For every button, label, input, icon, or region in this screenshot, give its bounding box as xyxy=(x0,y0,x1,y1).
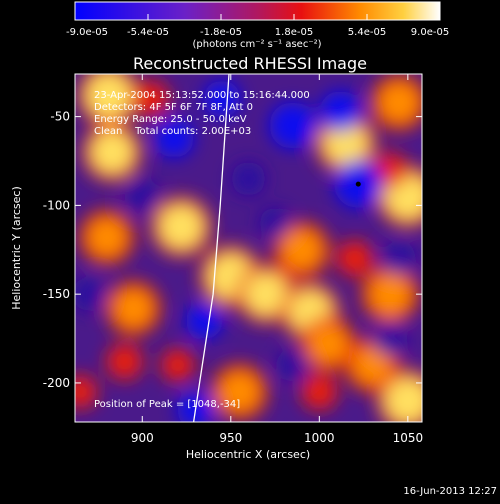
heatmap-blob xyxy=(381,241,416,276)
heatmap-blob xyxy=(231,161,266,196)
colorbar-tick-label: 9.0e-05 xyxy=(411,27,449,38)
colorbar-tick-label: 1.8e-05 xyxy=(275,27,313,38)
peak-position-label: Position of Peak = [1048,-34] xyxy=(94,399,240,410)
x-tick-label: 950 xyxy=(219,431,242,445)
heatmap-blob xyxy=(269,102,317,149)
heatmap-blob xyxy=(90,130,135,175)
heatmap-blob xyxy=(323,120,369,166)
annotation-time-range: 23-Apr-2004 15:13:52.000 to 15:16:44.000 xyxy=(94,90,310,101)
footer-date: 16-Jun-2013 12:27 xyxy=(403,486,497,497)
colorbar-tick-label: -9.0e-05 xyxy=(66,27,108,38)
heatmap-blob xyxy=(87,217,127,258)
colorbar-tick-label: 5.4e-05 xyxy=(348,27,386,38)
peak-marker xyxy=(355,181,361,187)
y-axis-label: Heliocentric Y (arcsec) xyxy=(10,186,23,310)
heatmap-blob xyxy=(378,81,420,123)
x-tick-label: 1050 xyxy=(393,431,424,445)
heatmap-blob xyxy=(372,320,408,357)
colorbar-units-label: (photons cm⁻² s⁻¹ asec⁻²) xyxy=(192,39,321,50)
y-tick-label: -200 xyxy=(43,376,70,390)
colorbar-tick-label: -5.4e-05 xyxy=(127,27,169,38)
colorbar xyxy=(75,2,440,20)
heatmap-blob xyxy=(352,345,393,385)
x-tick-label: 900 xyxy=(131,431,154,445)
heatmap-blob xyxy=(320,90,362,132)
heatmap-blob xyxy=(160,348,195,383)
x-axis: 900 950 1000 1050 xyxy=(131,74,423,445)
heatmap-blob xyxy=(124,178,160,215)
colorbar-ticks: -9.0e-05 -5.4e-05 -1.8e-05 1.8e-05 5.4e-05 9.… xyxy=(66,14,449,38)
heatmap-blob xyxy=(154,118,194,158)
annotation-energy-range: Energy Range: 25.0 - 50.0 keV xyxy=(94,114,247,125)
heatmap-blob xyxy=(203,80,241,118)
heatmap-blob xyxy=(336,240,374,278)
heatmap-blob xyxy=(276,348,310,382)
heatmap-blob xyxy=(281,229,323,271)
solar-limb-line xyxy=(192,74,230,422)
heatmap-blob xyxy=(132,80,170,118)
heatmap-blob xyxy=(244,272,289,317)
heatmap-blob xyxy=(384,377,422,422)
annotation-detectors: Detectors: 4F 5F 6F 7F 8F, Att 0 xyxy=(94,102,253,113)
y-axis: -50 -100 -150 -200 xyxy=(43,110,422,390)
x-axis-label: Heliocentric X (arcsec) xyxy=(186,448,310,461)
chart-title: Reconstructed RHESSI Image xyxy=(133,54,367,73)
heatmap-blob xyxy=(185,302,223,340)
heatmap-blob xyxy=(75,277,107,312)
y-tick-label: -50 xyxy=(50,110,70,124)
heatmap-blob xyxy=(308,324,348,364)
plot-frame xyxy=(74,73,423,423)
heatmap-blob xyxy=(368,272,412,316)
heatmap-blob xyxy=(106,343,143,381)
heatmap-blob xyxy=(113,288,154,329)
colorbar-tick-label: -1.8e-05 xyxy=(200,27,242,38)
y-tick-label: -150 xyxy=(43,287,70,301)
heatmap-blob xyxy=(85,74,132,119)
y-tick-label: -100 xyxy=(43,198,70,212)
heatmap-blob xyxy=(158,204,204,250)
x-tick-label: 1000 xyxy=(304,431,335,445)
heatmap-blob xyxy=(219,371,261,413)
heatmap-blob xyxy=(259,207,291,239)
heatmap-blob xyxy=(300,373,338,411)
annotation-counts: Clean Total counts: 2.00E+03 xyxy=(94,126,251,137)
heatmap-image xyxy=(75,74,422,422)
